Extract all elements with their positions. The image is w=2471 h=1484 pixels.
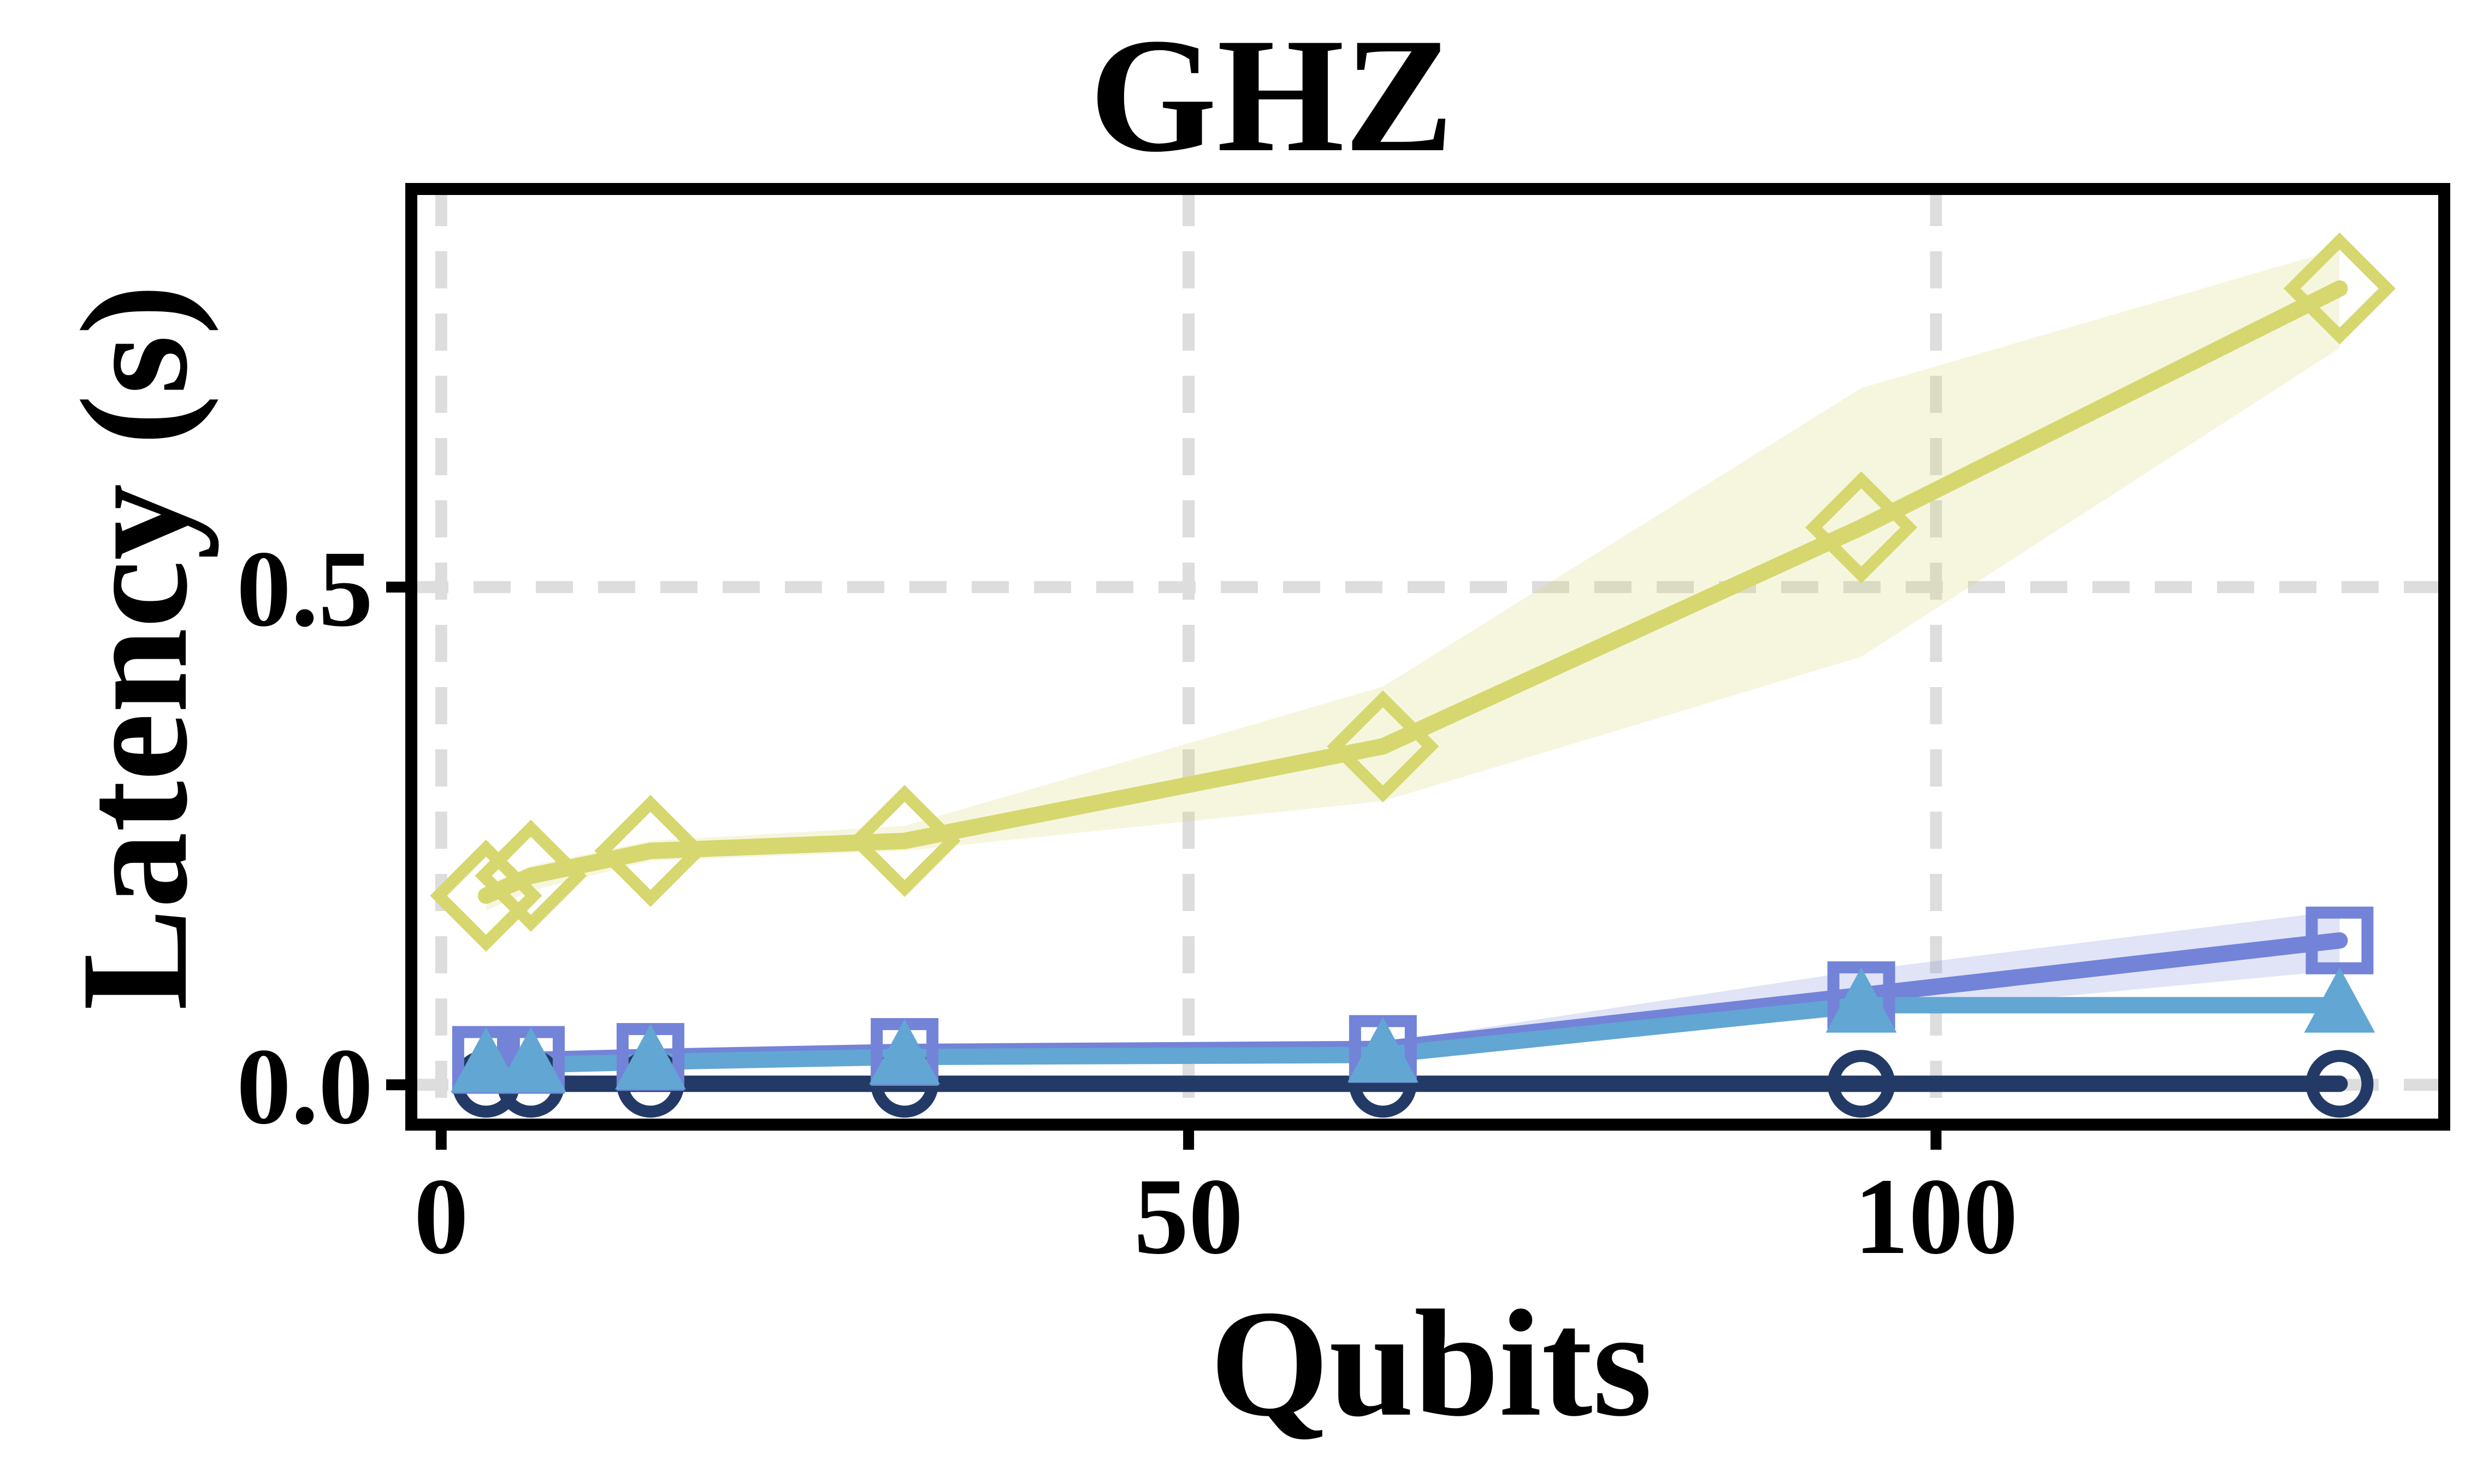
series-2-triangle-point-1 (495, 1027, 566, 1092)
y-tick-label-0: 0.0 (237, 1026, 373, 1147)
series-2-triangle-point-4 (1347, 1017, 1418, 1083)
confidence-bands (486, 249, 2340, 1085)
series-3-diamond-point-6 (2283, 232, 2396, 345)
series-2-triangle-point-2 (614, 1024, 686, 1090)
x-axis-label: Qubits (1210, 1278, 1652, 1448)
series-0-circle-point-6 (2306, 1050, 2374, 1118)
series-2-triangle-point-0 (450, 1027, 522, 1092)
x-tick-label-2: 100 (1854, 1156, 2018, 1277)
series-3-diamond-point-4 (1327, 690, 1439, 803)
series-3-diamond-point-1 (475, 819, 587, 932)
series-3-diamond-point-5 (1805, 471, 1918, 584)
axis-ticks: 0 50 100 0.0 0.5 (237, 529, 2018, 1277)
series-0-circle-point-5 (1827, 1050, 1895, 1118)
series-3-diamond-point-2 (594, 795, 707, 907)
series-3-diamond-point-3 (848, 785, 961, 897)
series-2-triangle-point-5 (1825, 967, 1897, 1033)
series-markers (430, 232, 2396, 1118)
series-2-triangle-point-3 (869, 1019, 941, 1085)
y-tick-label-1: 0.5 (237, 529, 373, 649)
series-3-diamond-band (486, 249, 2340, 911)
x-tick-label-0: 0 (414, 1156, 469, 1277)
series-3-diamond-point-0 (430, 839, 542, 952)
y-axis-label: Latency (s) (49, 284, 219, 1010)
series-3-diamond-line (477, 280, 2348, 904)
series-2-triangle-point-6 (2304, 967, 2375, 1033)
x-tick-label-1: 50 (1134, 1156, 1243, 1277)
plot-area-frame (405, 183, 2450, 1131)
chart-title: GHZ (1090, 4, 1454, 186)
